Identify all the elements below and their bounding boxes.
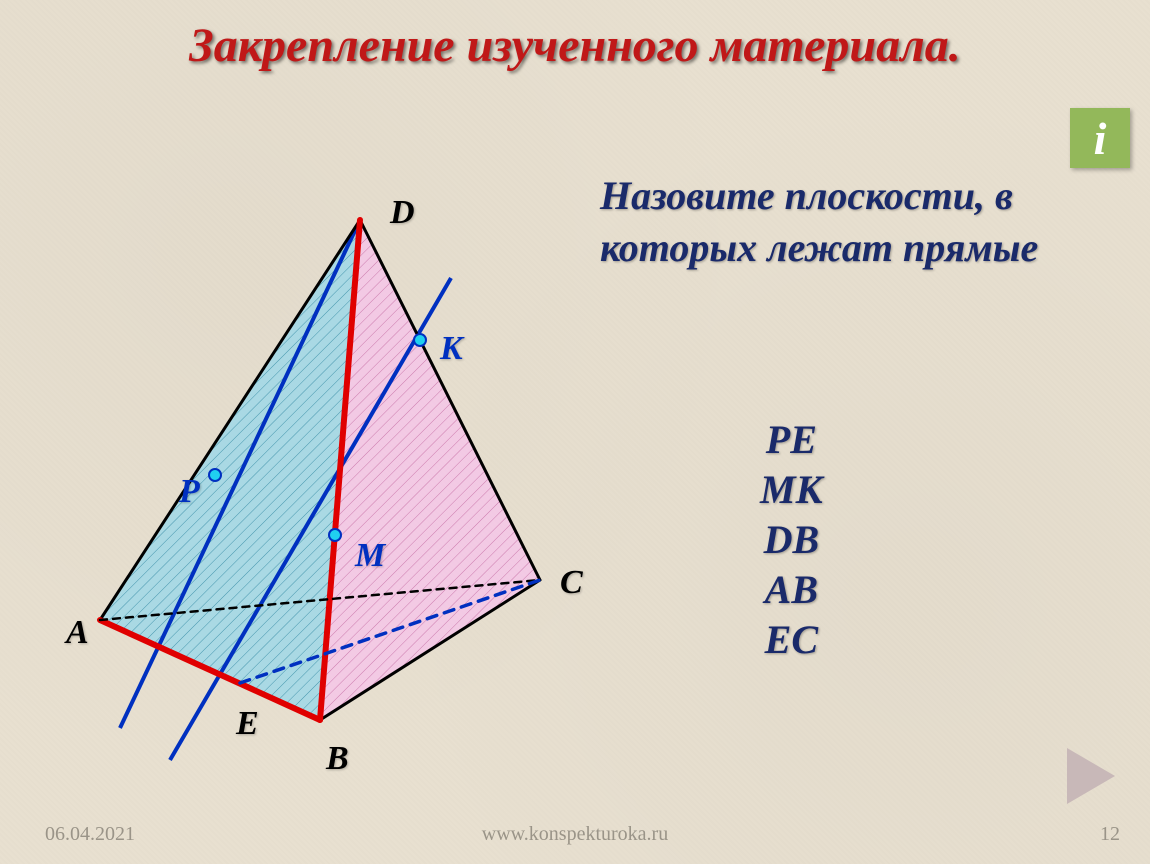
vertex-label-C: C bbox=[560, 564, 583, 602]
point-K bbox=[414, 334, 426, 346]
vertex-label-E: E bbox=[236, 705, 259, 743]
vertex-label-K: K bbox=[440, 330, 463, 368]
answer-item: DВ bbox=[760, 515, 823, 565]
vertex-label-D: D bbox=[390, 194, 415, 232]
vertex-label-A: A bbox=[66, 614, 89, 652]
face bbox=[100, 220, 360, 720]
answer-item: МК bbox=[760, 465, 823, 515]
footer-page: 12 bbox=[1100, 823, 1120, 846]
point-P bbox=[209, 469, 221, 481]
vertex-label-M: M bbox=[355, 537, 385, 575]
tetrahedron-diagram: D A B C E M P K bbox=[40, 180, 600, 780]
page-title: Закрепление изученного материала. bbox=[0, 18, 1150, 73]
vertex-label-B: B bbox=[326, 740, 349, 778]
answer-item: ЕС bbox=[760, 615, 823, 665]
footer-url: www.konspekturoka.ru bbox=[0, 823, 1150, 846]
vertex-label-P: P bbox=[179, 473, 200, 511]
next-arrow-icon[interactable] bbox=[1067, 748, 1115, 804]
point-M bbox=[329, 529, 341, 541]
answer-item: РЕ bbox=[760, 415, 823, 465]
info-icon[interactable]: i bbox=[1070, 108, 1130, 168]
answer-list: РЕМКDВABЕС bbox=[760, 415, 823, 665]
answer-item: AB bbox=[760, 565, 823, 615]
question-text: Назовите плоскости, в которых лежат прям… bbox=[600, 170, 1060, 274]
